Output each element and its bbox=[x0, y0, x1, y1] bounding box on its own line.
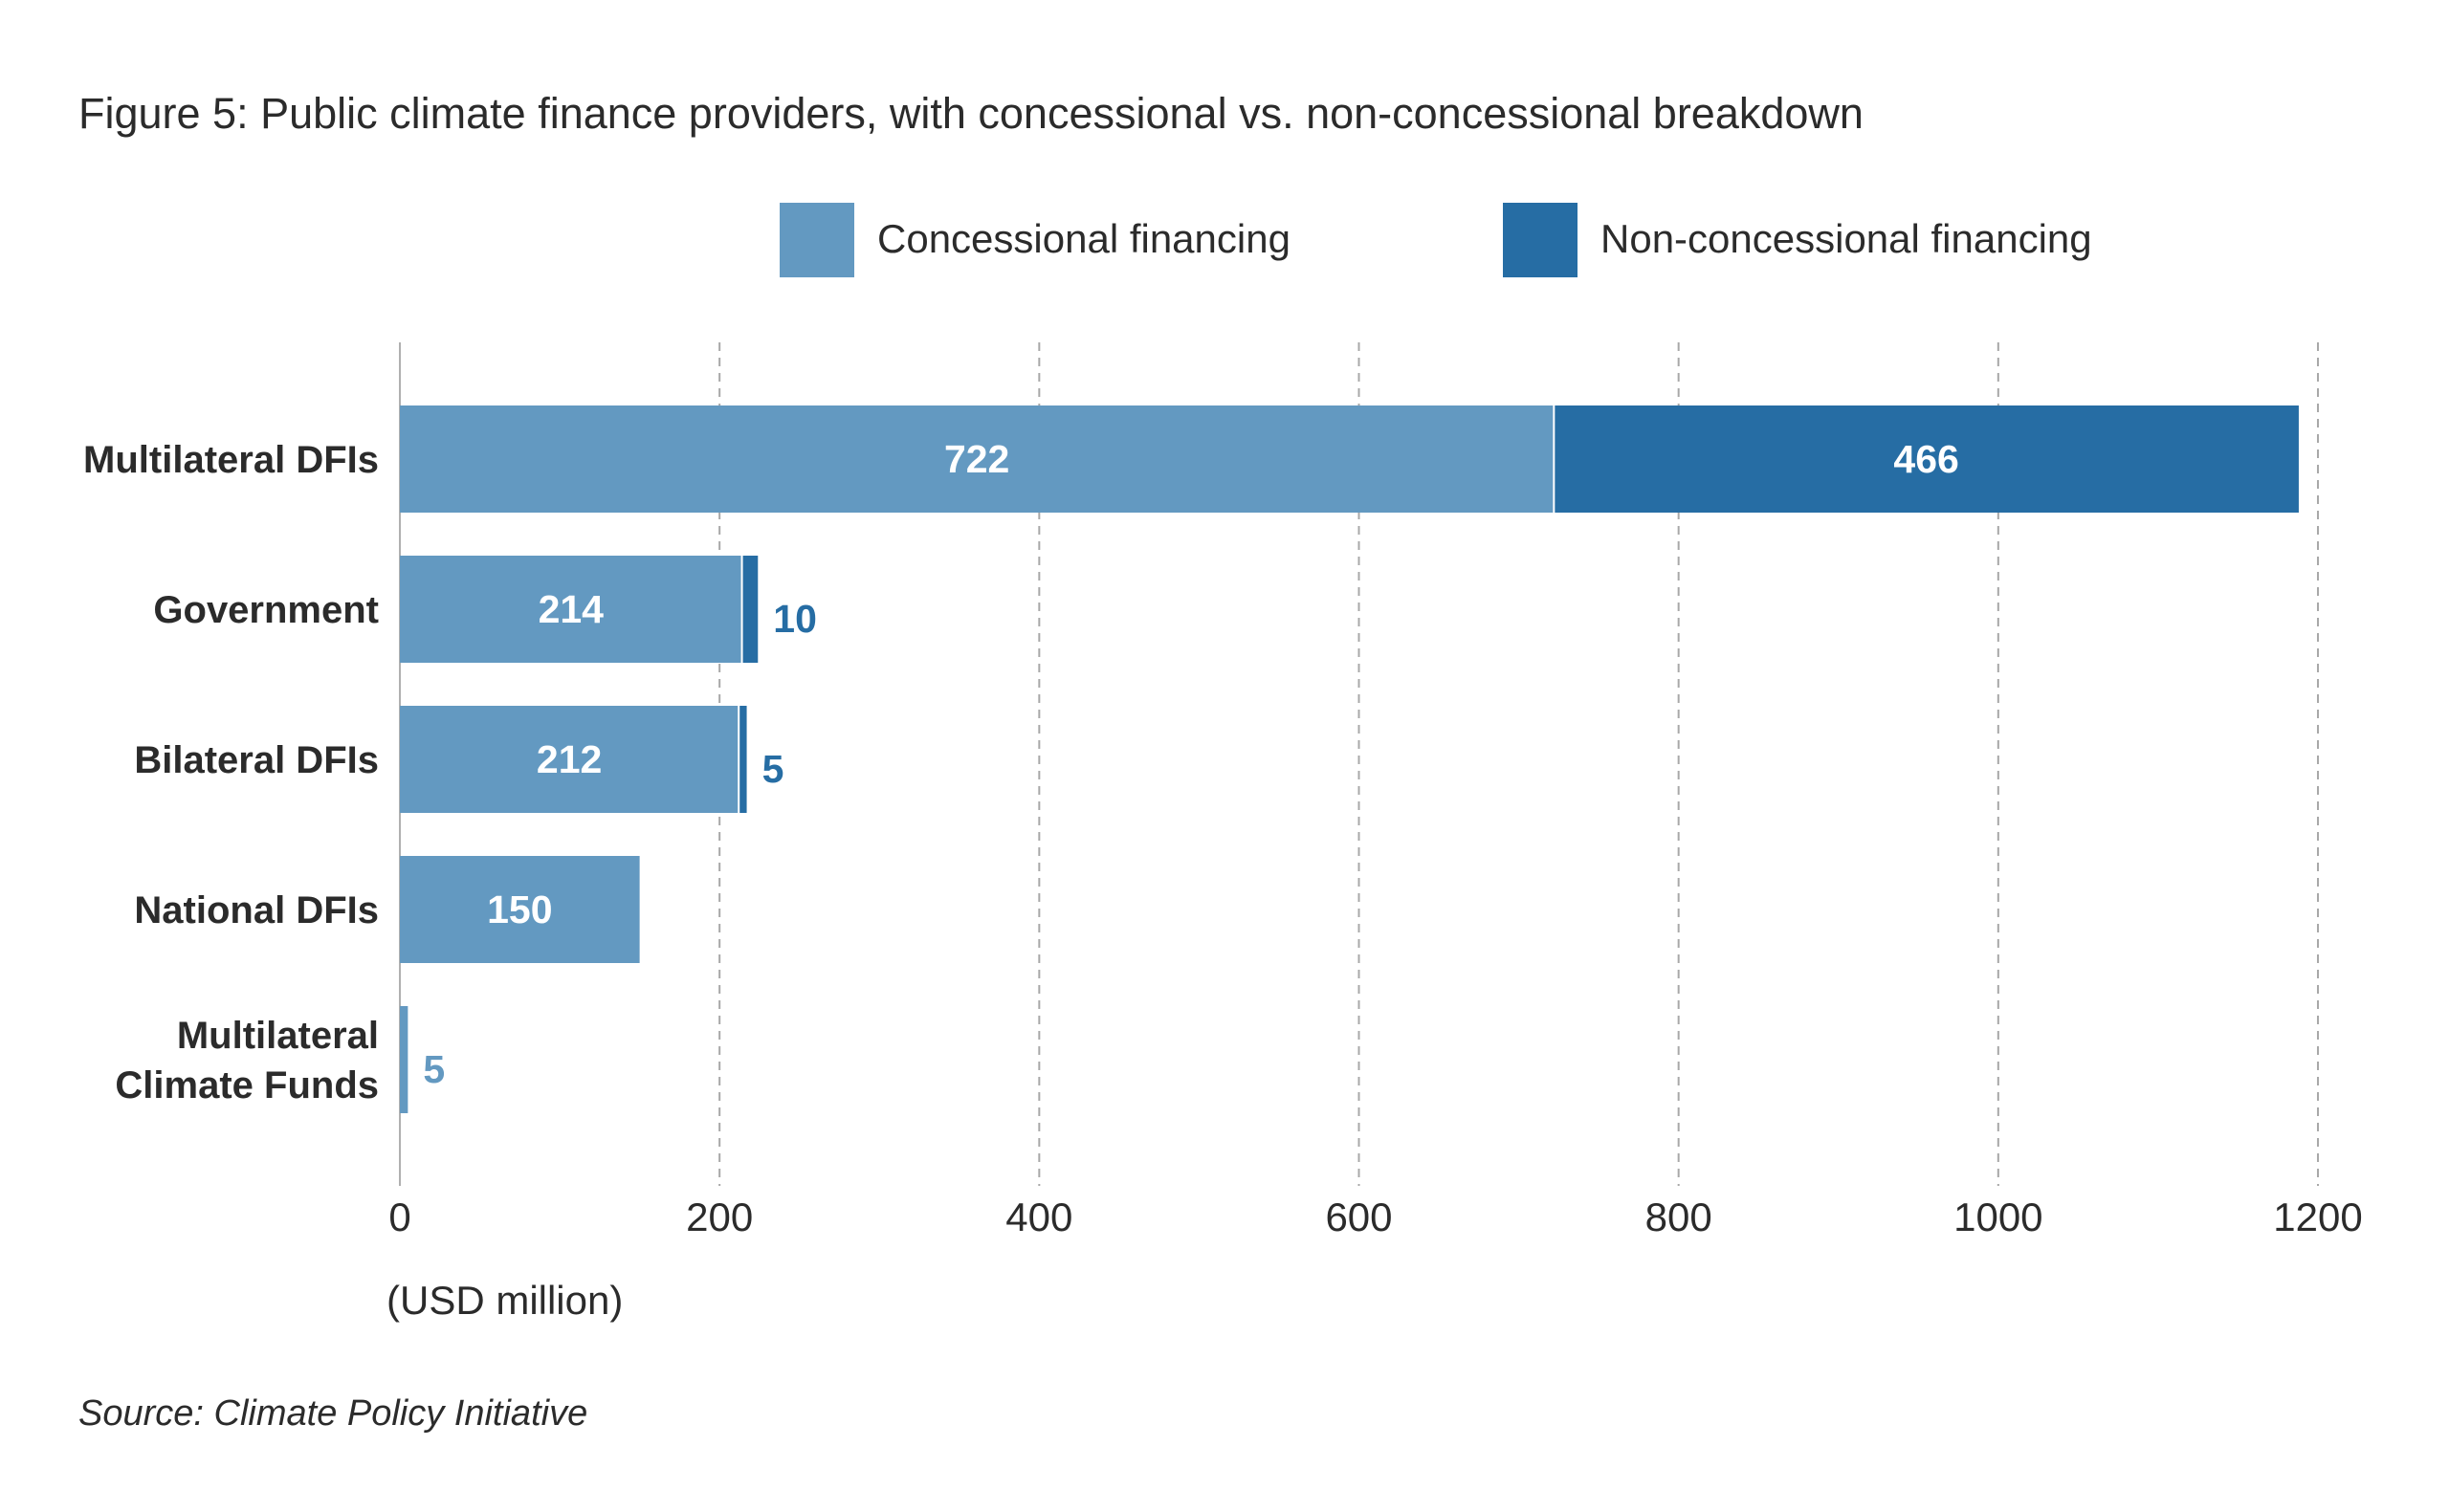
data-label-concessional-1: 214 bbox=[539, 587, 605, 631]
x-axis-label: (USD million) bbox=[386, 1278, 623, 1323]
data-label-non-concessional-1: 10 bbox=[773, 597, 817, 641]
x-tick-label-1000: 1000 bbox=[1953, 1194, 2042, 1239]
bar-concessional-1 bbox=[400, 556, 742, 663]
category-label-4-line-1: Climate Funds bbox=[115, 1064, 379, 1107]
x-tick-label-800: 800 bbox=[1645, 1194, 1712, 1239]
bar-concessional-4 bbox=[400, 1006, 408, 1113]
data-label-concessional-4: 5 bbox=[423, 1047, 445, 1091]
bar-concessional-0 bbox=[400, 405, 1555, 513]
x-tick-label-0: 0 bbox=[388, 1194, 410, 1239]
data-label-non-concessional-0: 466 bbox=[1893, 437, 1958, 481]
data-label-non-concessional-2: 5 bbox=[762, 747, 784, 791]
chart-title: Figure 5: Public climate finance provide… bbox=[78, 89, 1864, 138]
source-note: Source: Climate Policy Initiative bbox=[78, 1393, 587, 1434]
category-label-2: Bilateral DFIs bbox=[134, 739, 379, 781]
category-label-0: Multilateral DFIs bbox=[83, 439, 379, 481]
chart-legend: Concessional financing Non-concessional f… bbox=[780, 203, 2092, 277]
data-label-concessional-2: 212 bbox=[537, 737, 602, 781]
category-label-3: National DFIs bbox=[134, 889, 379, 931]
legend-label-non-concessional: Non-concessional financing bbox=[1600, 216, 2092, 261]
category-label-4-line-0: Multilateral bbox=[177, 1015, 379, 1057]
data-label-concessional-3: 150 bbox=[487, 887, 552, 931]
data-label-concessional-0: 722 bbox=[944, 437, 1009, 481]
x-tick-label-400: 400 bbox=[1005, 1194, 1072, 1239]
bar-non-concessional-1 bbox=[741, 556, 759, 663]
bar-non-concessional-0 bbox=[1554, 405, 2299, 513]
legend-swatch-non-concessional bbox=[1503, 203, 1578, 277]
x-tick-label-600: 600 bbox=[1325, 1194, 1392, 1239]
legend-swatch-concessional bbox=[780, 203, 854, 277]
chart-bars: 722 466 214 10 212 5 150 5 bbox=[400, 405, 2299, 1113]
x-tick-label-1200: 1200 bbox=[2273, 1194, 2362, 1239]
x-tick-label-200: 200 bbox=[686, 1194, 753, 1239]
category-labels: Multilateral DFIs Government Bilateral DFI… bbox=[83, 439, 379, 1107]
legend-label-concessional: Concessional financing bbox=[877, 216, 1291, 261]
bar-concessional-3 bbox=[400, 856, 640, 963]
bar-concessional-2 bbox=[400, 706, 739, 813]
x-axis-ticks: 0 200 400 600 800 1000 1200 bbox=[388, 1194, 2362, 1239]
bar-non-concessional-2 bbox=[739, 706, 747, 813]
category-label-1: Government bbox=[153, 589, 379, 631]
